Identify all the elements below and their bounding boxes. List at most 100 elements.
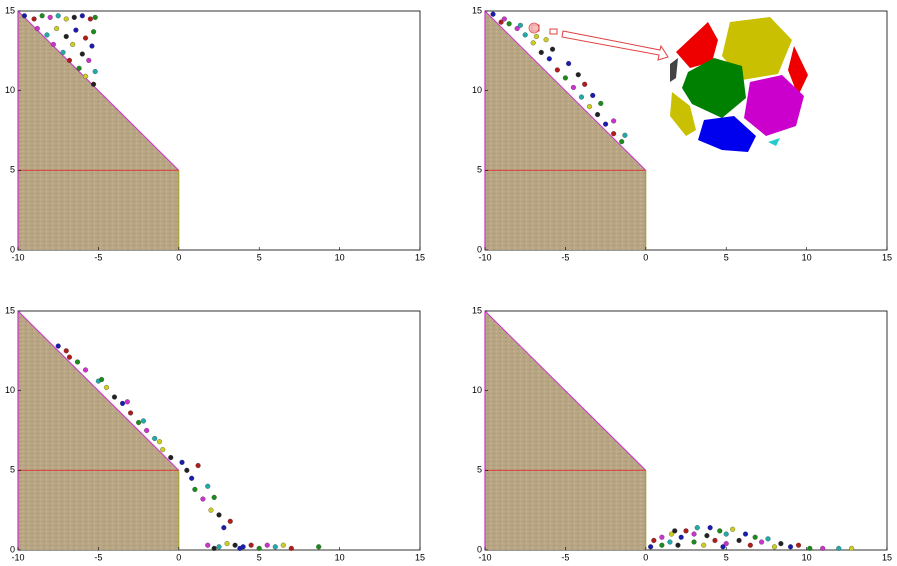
particle: [50, 41, 56, 48]
ramp: [485, 11, 646, 250]
x-tick-label: 10: [802, 252, 812, 262]
soccer-ball-inset: [528, 12, 810, 152]
particle: [533, 33, 540, 40]
particle: [675, 542, 681, 548]
particle: [723, 541, 729, 547]
particle: [221, 525, 227, 531]
particle: [47, 14, 53, 20]
x-tick-label: 0: [176, 252, 181, 262]
particle: [168, 455, 174, 461]
particle: [622, 132, 628, 138]
particle: [73, 27, 79, 33]
x-tick-label: 15: [415, 252, 425, 262]
particle: [849, 545, 855, 551]
particle: [543, 37, 549, 43]
particle: [747, 542, 753, 548]
particle: [678, 534, 684, 540]
y-tick-label: 0: [10, 244, 15, 254]
particle: [55, 13, 61, 19]
particle: [659, 542, 665, 548]
panel: -10 -5 0 5 10 15 0 5 10 15: [472, 305, 892, 562]
x-tick-label: -10: [478, 252, 491, 262]
particle: [91, 81, 97, 87]
particle: [586, 104, 593, 110]
particle: [189, 475, 195, 481]
particle: [211, 494, 217, 500]
particle: [765, 536, 771, 542]
particle: [99, 376, 105, 383]
particle: [570, 84, 576, 91]
particle: [752, 534, 758, 540]
x-tick-label: 5: [257, 252, 262, 262]
particle: [490, 11, 496, 17]
particle: [694, 525, 700, 531]
particle: [136, 419, 142, 426]
particle: [667, 539, 673, 545]
particle: [86, 57, 92, 63]
particle: [316, 544, 322, 550]
particle: [92, 68, 98, 75]
particle: [517, 22, 523, 28]
y-tick-label: 0: [477, 544, 482, 554]
particle: [70, 41, 76, 48]
x-tick-label: -10: [11, 252, 24, 262]
particle: [66, 354, 73, 360]
particle: [562, 75, 568, 81]
particle: [111, 394, 118, 400]
particle: [152, 435, 158, 442]
particle: [736, 537, 742, 543]
particle: [82, 367, 89, 373]
particle: [611, 131, 617, 137]
particle: [44, 32, 50, 38]
x-tick-label: 10: [335, 552, 345, 562]
particle: [288, 545, 294, 551]
particle: [264, 542, 270, 548]
y-tick-label: 10: [472, 85, 482, 95]
particle: [216, 544, 222, 550]
x-tick-label: -5: [561, 552, 569, 562]
x-tick-label: 10: [802, 552, 812, 562]
particle: [103, 384, 109, 391]
particle: [598, 100, 604, 106]
particle: [730, 526, 736, 532]
x-tick-label: 5: [724, 552, 729, 562]
particle: [522, 32, 528, 38]
particle: [659, 534, 665, 540]
ramp: [18, 311, 179, 550]
particle: [63, 33, 69, 40]
x-tick-label: -5: [94, 252, 102, 262]
particle: [87, 16, 93, 22]
particle: [39, 13, 45, 19]
ramp: [485, 311, 646, 550]
particle: [611, 118, 617, 124]
x-tick-label: 15: [882, 552, 892, 562]
x-tick-label: -10: [11, 552, 24, 562]
particle: [575, 72, 581, 78]
x-tick-label: -10: [478, 552, 491, 562]
particle: [759, 539, 765, 545]
panel: -10 -5 0 5 10 15 0 5 10 15: [5, 305, 425, 562]
panel: -10 -5 0 5 10 15 0 5 10 15: [5, 5, 425, 262]
ramp: [18, 11, 179, 250]
particle: [119, 400, 126, 406]
particle: [820, 545, 826, 551]
particle: [506, 21, 512, 27]
particle: [256, 545, 262, 551]
particle: [701, 542, 707, 548]
particle: [554, 67, 560, 73]
ramp-slope: [17, 310, 180, 471]
particle: [71, 14, 77, 20]
particle: [595, 112, 601, 118]
x-tick-label: 0: [643, 252, 648, 262]
y-tick-label: 10: [5, 385, 15, 395]
particle: [603, 121, 609, 127]
y-tick-label: 10: [5, 85, 15, 95]
y-tick-label: 15: [5, 305, 15, 315]
particle: [836, 545, 842, 551]
particle: [691, 531, 697, 537]
particle: [672, 528, 678, 534]
particle: [590, 92, 596, 98]
y-tick-label: 10: [472, 385, 482, 395]
ramp-slope: [17, 10, 180, 171]
